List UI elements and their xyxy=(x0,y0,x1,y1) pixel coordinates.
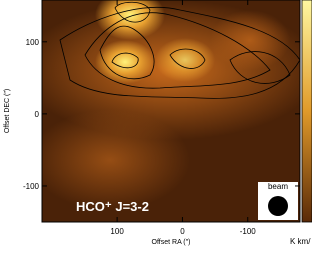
chart: beam HCO⁺ J=3-2 Offset RA (″) Offset DEC… xyxy=(4,0,313,246)
x-axis-label: Offset RA (″) xyxy=(152,239,191,246)
y-tick-label: 100 xyxy=(26,38,40,47)
colorbar xyxy=(301,0,313,223)
contours xyxy=(59,1,300,99)
y-tick-label: 0 xyxy=(35,110,40,119)
annotation: HCO⁺ J=3-2 xyxy=(76,199,149,214)
beam xyxy=(268,196,288,216)
beam-label: beam xyxy=(268,182,288,191)
y-axis-label: Offset DEC (″) xyxy=(4,89,11,133)
y-tick-label: -100 xyxy=(23,182,40,191)
x-tick-label: 0 xyxy=(180,227,185,236)
x-tick-label: 100 xyxy=(110,227,124,236)
map xyxy=(42,0,300,222)
plot-frame xyxy=(41,0,301,223)
colorbar-label: K km/ xyxy=(290,237,311,246)
x-tick-label: -100 xyxy=(240,227,257,236)
